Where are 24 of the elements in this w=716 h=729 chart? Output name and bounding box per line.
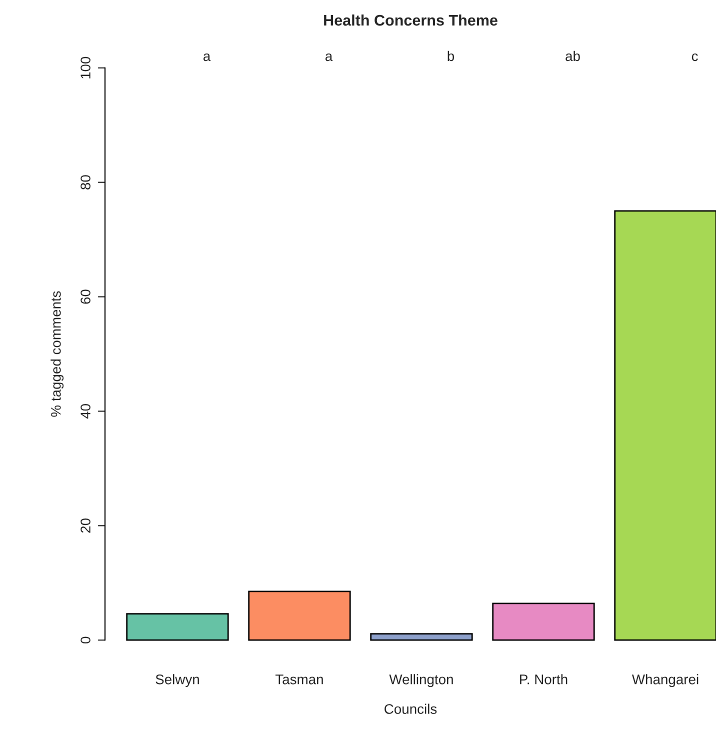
y-tick-label: 100 [80, 56, 90, 78]
x-axis-title: Councils [384, 704, 437, 714]
text: b [448, 50, 454, 62]
bar [492, 602, 595, 641]
bar [248, 590, 351, 641]
y-tick-label: 20 [80, 518, 90, 533]
text: ab [566, 50, 580, 62]
x-tick-label: Tasman [275, 674, 323, 684]
x-tick-label: Whangarei [632, 674, 698, 688]
bar [370, 633, 473, 641]
y-tick-label: 0 [80, 636, 90, 644]
x-tick-label: Selwyn [156, 674, 199, 688]
text: a [325, 53, 333, 62]
text: a [203, 53, 211, 62]
bar [614, 210, 716, 641]
text: c [692, 53, 698, 62]
bar [126, 613, 229, 641]
chart-title: Health Concerns Theme [324, 14, 498, 26]
y-axis-title: % tagged comments [50, 291, 64, 417]
x-tick-label: P. North [520, 674, 568, 684]
y-tick-label: 80 [80, 175, 90, 190]
y-tick-label: 40 [80, 404, 90, 419]
x-tick-label: Wellington [389, 674, 453, 688]
y-tick-label: 60 [80, 290, 90, 304]
